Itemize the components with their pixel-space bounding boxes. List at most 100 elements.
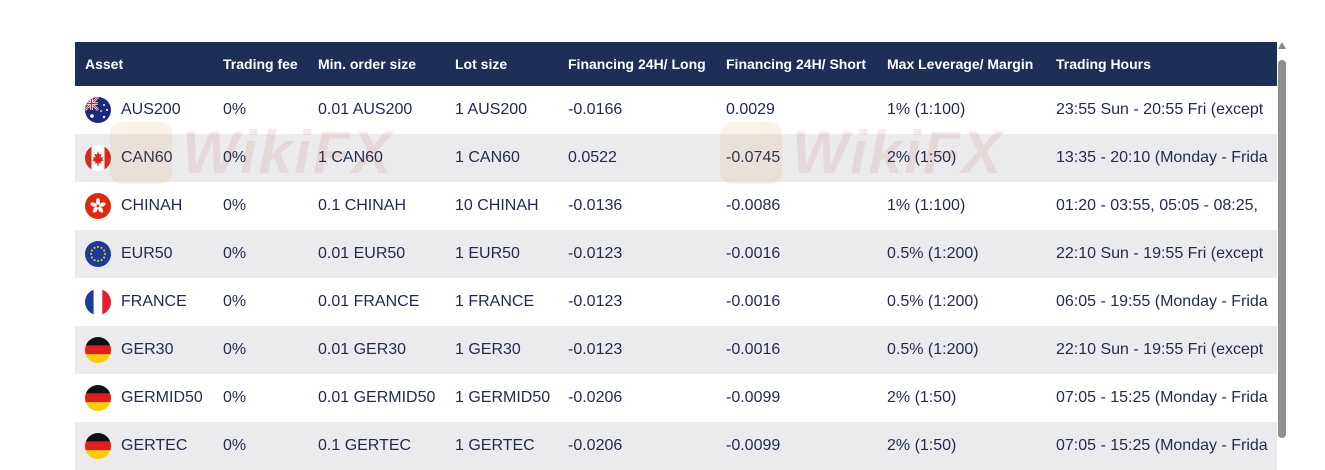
asset-name[interactable]: GERMID50 bbox=[121, 389, 203, 406]
trading-hours: 22:10 Sun - 19:55 Fri (except bbox=[1056, 341, 1264, 358]
max-leverage: 2% (1:50) bbox=[887, 437, 957, 454]
lot-size: 10 CHINAH bbox=[455, 197, 539, 214]
trading-hours: 01:20 - 03:55, 05:05 - 08:25, bbox=[1056, 197, 1258, 214]
table-row[interactable]: GERMID50 0% 0.01 GERMID50 1 GERMID50 -0.… bbox=[75, 374, 1277, 422]
trading-hours: 07:05 - 15:25 (Monday - Frida bbox=[1056, 389, 1268, 406]
asset-name[interactable]: CHINAH bbox=[121, 197, 183, 214]
lot-size: 1 GERMID50 bbox=[455, 389, 551, 406]
min-order-size: 0.1 GERTEC bbox=[318, 437, 412, 454]
asset-name[interactable]: EUR50 bbox=[121, 245, 173, 262]
financing-short: -0.0745 bbox=[726, 149, 781, 166]
header-trading-fee[interactable]: Trading fee bbox=[223, 56, 298, 72]
min-order-size: 0.01 EUR50 bbox=[318, 245, 406, 262]
financing-long: -0.0123 bbox=[568, 341, 623, 358]
max-leverage: 2% (1:50) bbox=[887, 389, 957, 406]
financing-long: -0.0166 bbox=[568, 101, 623, 118]
germany-flag-icon bbox=[85, 337, 111, 363]
financing-long: -0.0206 bbox=[568, 437, 623, 454]
trading-hours: 07:05 - 15:25 (Monday - Frida bbox=[1056, 437, 1268, 454]
asset-cell: CAN60 bbox=[85, 134, 213, 182]
financing-short: -0.0099 bbox=[726, 389, 781, 406]
trading-fee: 0% bbox=[223, 437, 247, 454]
lot-size: 1 EUR50 bbox=[455, 245, 520, 262]
table-row[interactable]: GERTEC 0% 0.1 GERTEC 1 GERTEC -0.0206 -0… bbox=[75, 422, 1277, 470]
financing-short: -0.0099 bbox=[726, 437, 781, 454]
max-leverage: 0.5% (1:200) bbox=[887, 245, 979, 262]
trading-fee: 0% bbox=[223, 389, 247, 406]
financing-long: -0.0123 bbox=[568, 245, 623, 262]
table-row[interactable]: FRANCE 0% 0.01 FRANCE 1 FRANCE -0.0123 -… bbox=[75, 278, 1277, 326]
min-order-size: 1 CAN60 bbox=[318, 149, 383, 166]
min-order-size: 0.01 AUS200 bbox=[318, 101, 413, 118]
asset-name[interactable]: FRANCE bbox=[121, 293, 187, 310]
financing-long: 0.0522 bbox=[568, 149, 617, 166]
table-row[interactable]: AUS200 0% 0.01 AUS200 1 AUS200 -0.0166 0… bbox=[75, 86, 1277, 134]
lot-size: 1 GER30 bbox=[455, 341, 521, 358]
max-leverage: 2% (1:50) bbox=[887, 149, 957, 166]
table-header-row: Asset Trading fee Min. order size Lot si… bbox=[75, 42, 1277, 86]
lot-size: 1 CAN60 bbox=[455, 149, 520, 166]
header-trading-hours[interactable]: Trading Hours bbox=[1056, 56, 1151, 72]
asset-cell: GERTEC bbox=[85, 422, 213, 470]
assets-table: Asset Trading fee Min. order size Lot si… bbox=[75, 42, 1277, 470]
table-row[interactable]: CAN60 0% 1 CAN60 1 CAN60 0.0522 -0.0745 … bbox=[75, 134, 1277, 182]
min-order-size: 0.01 GER30 bbox=[318, 341, 407, 358]
financing-short: 0.0029 bbox=[726, 101, 775, 118]
lot-size: 1 AUS200 bbox=[455, 101, 528, 118]
financing-short: -0.0086 bbox=[726, 197, 781, 214]
max-leverage: 1% (1:100) bbox=[887, 197, 966, 214]
max-leverage: 0.5% (1:200) bbox=[887, 341, 979, 358]
table-row[interactable]: GER30 0% 0.01 GER30 1 GER30 -0.0123 -0.0… bbox=[75, 326, 1277, 374]
financing-short: -0.0016 bbox=[726, 245, 781, 262]
table-row[interactable]: EUR50 0% 0.01 EUR50 1 EUR50 -0.0123 -0.0… bbox=[75, 230, 1277, 278]
financing-long: -0.0136 bbox=[568, 197, 623, 214]
min-order-size: 0.1 CHINAH bbox=[318, 197, 407, 214]
asset-name[interactable]: AUS200 bbox=[121, 101, 181, 118]
trading-hours: 06:05 - 19:55 (Monday - Frida bbox=[1056, 293, 1268, 310]
eu-flag-icon bbox=[85, 241, 111, 267]
trading-fee: 0% bbox=[223, 245, 247, 262]
max-leverage: 1% (1:100) bbox=[887, 101, 966, 118]
canada-flag-icon bbox=[85, 145, 111, 171]
trading-fee: 0% bbox=[223, 341, 247, 358]
asset-cell: GERMID50 bbox=[85, 374, 213, 422]
asset-cell: AUS200 bbox=[85, 86, 213, 134]
scroll-up-arrow-icon[interactable] bbox=[1278, 42, 1286, 49]
table-row[interactable]: CHINAH 0% 0.1 CHINAH 10 CHINAH -0.0136 -… bbox=[75, 182, 1277, 230]
header-lot-size[interactable]: Lot size bbox=[455, 56, 508, 72]
min-order-size: 0.01 FRANCE bbox=[318, 293, 420, 310]
lot-size: 1 GERTEC bbox=[455, 437, 535, 454]
header-financing-long[interactable]: Financing 24H/ Long bbox=[568, 56, 706, 72]
asset-name[interactable]: CAN60 bbox=[121, 149, 173, 166]
trading-hours: 13:35 - 20:10 (Monday - Frida bbox=[1056, 149, 1268, 166]
header-asset[interactable]: Asset bbox=[85, 56, 124, 72]
asset-cell: FRANCE bbox=[85, 278, 213, 326]
lot-size: 1 FRANCE bbox=[455, 293, 535, 310]
australia-flag-icon bbox=[85, 97, 111, 123]
vertical-scrollbar[interactable] bbox=[1277, 42, 1287, 470]
trading-fee: 0% bbox=[223, 101, 247, 118]
header-min-order-size[interactable]: Min. order size bbox=[318, 56, 417, 72]
header-max-leverage[interactable]: Max Leverage/ Margin bbox=[887, 56, 1034, 72]
asset-cell: CHINAH bbox=[85, 182, 213, 230]
trading-fee: 0% bbox=[223, 197, 247, 214]
financing-short: -0.0016 bbox=[726, 341, 781, 358]
trading-hours: 23:55 Sun - 20:55 Fri (except bbox=[1056, 101, 1264, 118]
germany-flag-icon bbox=[85, 433, 111, 459]
financing-long: -0.0123 bbox=[568, 293, 623, 310]
asset-name[interactable]: GER30 bbox=[121, 341, 174, 358]
asset-cell: EUR50 bbox=[85, 230, 213, 278]
financing-long: -0.0206 bbox=[568, 389, 623, 406]
financing-short: -0.0016 bbox=[726, 293, 781, 310]
scrollbar-thumb[interactable] bbox=[1278, 60, 1286, 438]
header-financing-short[interactable]: Financing 24H/ Short bbox=[726, 56, 867, 72]
germany-flag-icon bbox=[85, 385, 111, 411]
asset-name[interactable]: GERTEC bbox=[121, 437, 188, 454]
trading-hours: 22:10 Sun - 19:55 Fri (except bbox=[1056, 245, 1264, 262]
hong-kong-flag-icon bbox=[85, 193, 111, 219]
min-order-size: 0.01 GERMID50 bbox=[318, 389, 436, 406]
assets-table-container: Asset Trading fee Min. order size Lot si… bbox=[75, 42, 1277, 470]
france-flag-icon bbox=[85, 289, 111, 315]
trading-fee: 0% bbox=[223, 149, 247, 166]
asset-cell: GER30 bbox=[85, 326, 213, 374]
